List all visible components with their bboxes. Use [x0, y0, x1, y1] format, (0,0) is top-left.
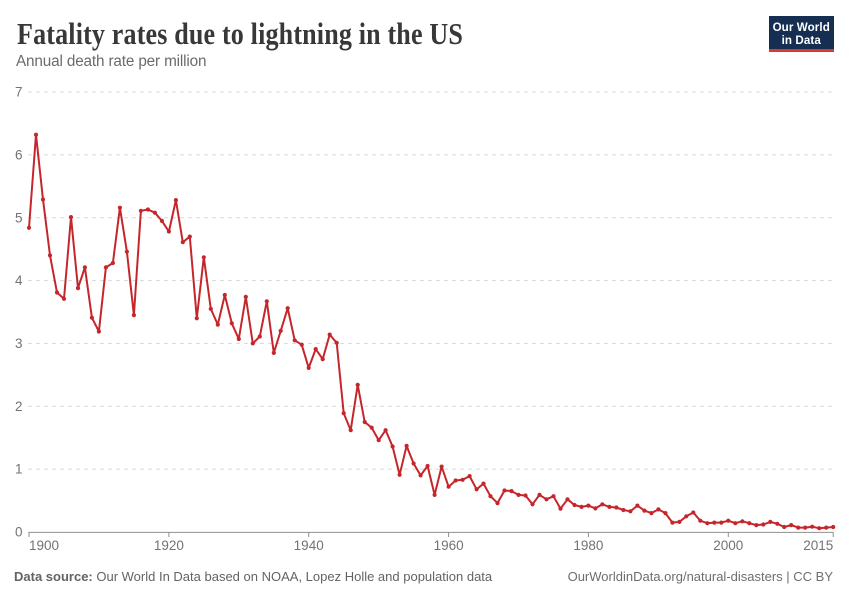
svg-text:1940: 1940 — [294, 538, 324, 553]
svg-text:3: 3 — [15, 336, 23, 351]
svg-text:4: 4 — [15, 273, 23, 288]
svg-text:7: 7 — [15, 85, 23, 100]
svg-text:1900: 1900 — [29, 538, 59, 553]
svg-text:2000: 2000 — [713, 538, 743, 553]
svg-text:2015: 2015 — [803, 538, 833, 553]
svg-text:0: 0 — [15, 525, 23, 540]
svg-text:1920: 1920 — [154, 538, 184, 553]
svg-text:5: 5 — [15, 210, 23, 225]
svg-text:6: 6 — [15, 148, 23, 163]
svg-text:1960: 1960 — [434, 538, 464, 553]
svg-text:1980: 1980 — [573, 538, 603, 553]
svg-text:2: 2 — [15, 399, 23, 414]
svg-text:1: 1 — [15, 462, 23, 477]
